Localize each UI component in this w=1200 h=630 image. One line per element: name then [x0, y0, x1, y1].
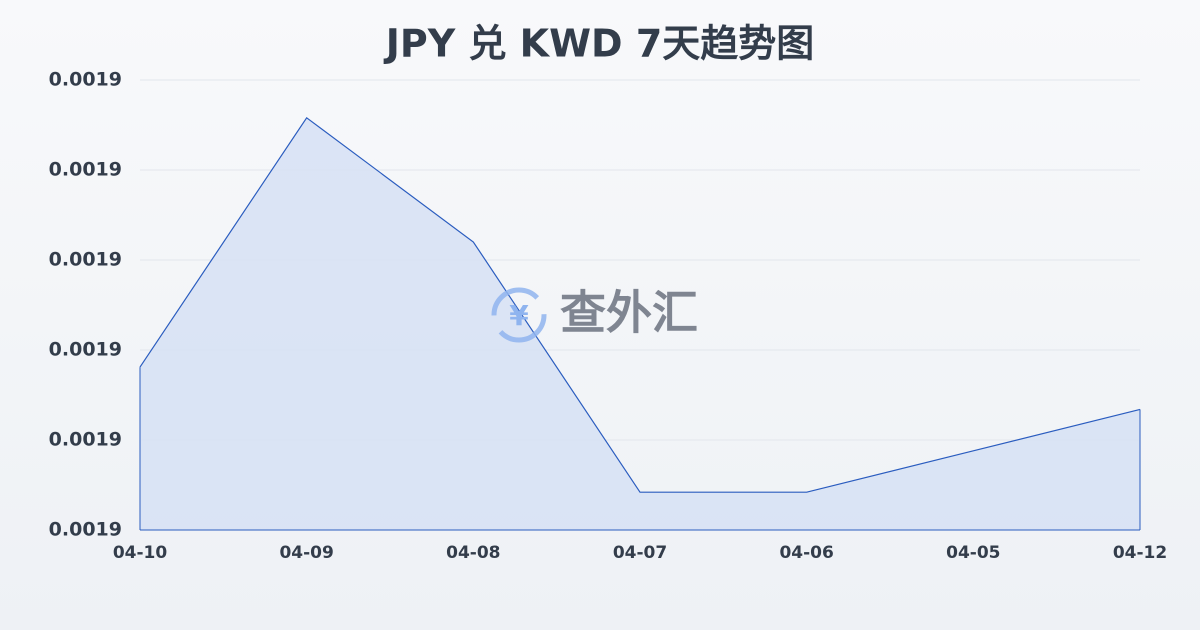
x-tick-label: 04-07 [613, 543, 667, 563]
x-tick-label: 04-06 [779, 543, 833, 563]
x-tick-label: 04-09 [279, 543, 333, 563]
watermark-icon-ring [491, 287, 547, 343]
watermark-icon: ¥ [509, 299, 529, 332]
y-tick-label: 0.0019 [49, 339, 122, 361]
area [140, 117, 1140, 531]
y-tick-label: 0.0019 [49, 69, 122, 91]
line [139, 116, 1141, 493]
y-tick-label: 0.0019 [49, 519, 122, 541]
x-tick-label: 04-08 [446, 543, 500, 563]
y-tick-label: 0.0019 [49, 429, 122, 451]
watermark: 查外汇 [560, 286, 698, 340]
x-tick-label: 04-05 [946, 543, 1000, 563]
y-tick-label: 0.0019 [49, 249, 122, 271]
y-tick-label: 0.0019 [49, 159, 122, 181]
chart-title: JPY 兑 KWD 7天趋势图 [383, 22, 815, 66]
x-tick-label: 04-10 [113, 543, 168, 563]
x-tick-label: 04-12 [1113, 543, 1167, 563]
